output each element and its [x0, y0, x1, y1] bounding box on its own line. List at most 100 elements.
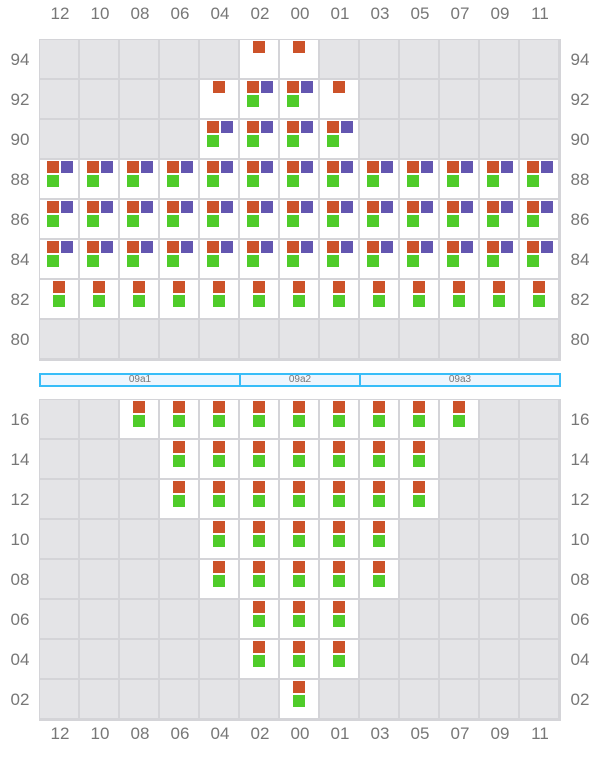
- zone-segment-09a2[interactable]: 09a2: [239, 373, 361, 387]
- seat-cell[interactable]: [360, 240, 398, 278]
- seat-cell[interactable]: [400, 200, 438, 238]
- seat-cell[interactable]: [40, 400, 78, 438]
- seat-cell[interactable]: [80, 120, 118, 158]
- seat-cell[interactable]: [480, 600, 518, 638]
- seat-cell[interactable]: [400, 640, 438, 678]
- seat-cell[interactable]: [40, 680, 78, 718]
- seat-cell[interactable]: [120, 480, 158, 518]
- seat-cell[interactable]: [320, 560, 358, 598]
- seat-cell[interactable]: [80, 240, 118, 278]
- seat-cell[interactable]: [240, 680, 278, 718]
- seat-cell[interactable]: [80, 680, 118, 718]
- seat-cell[interactable]: [200, 480, 238, 518]
- seat-cell[interactable]: [440, 640, 478, 678]
- seat-cell[interactable]: [440, 240, 478, 278]
- seat-cell[interactable]: [240, 480, 278, 518]
- seat-cell[interactable]: [320, 400, 358, 438]
- seat-cell[interactable]: [360, 320, 398, 358]
- seat-cell[interactable]: [120, 640, 158, 678]
- seat-cell[interactable]: [80, 40, 118, 78]
- seat-cell[interactable]: [360, 400, 398, 438]
- seat-cell[interactable]: [400, 520, 438, 558]
- seat-cell[interactable]: [320, 600, 358, 638]
- seat-cell[interactable]: [280, 400, 318, 438]
- seat-cell[interactable]: [520, 200, 558, 238]
- seat-cell[interactable]: [360, 200, 398, 238]
- seat-cell[interactable]: [440, 440, 478, 478]
- seat-cell[interactable]: [80, 440, 118, 478]
- seat-cell[interactable]: [200, 640, 238, 678]
- seat-cell[interactable]: [280, 160, 318, 198]
- seat-cell[interactable]: [240, 560, 278, 598]
- seat-cell[interactable]: [160, 440, 198, 478]
- seat-cell[interactable]: [520, 240, 558, 278]
- seat-cell[interactable]: [280, 40, 318, 78]
- seat-cell[interactable]: [520, 320, 558, 358]
- seat-cell[interactable]: [120, 520, 158, 558]
- seat-cell[interactable]: [240, 640, 278, 678]
- seat-cell[interactable]: [400, 680, 438, 718]
- seat-cell[interactable]: [120, 200, 158, 238]
- seat-cell[interactable]: [120, 280, 158, 318]
- seat-cell[interactable]: [160, 480, 198, 518]
- seat-cell[interactable]: [360, 120, 398, 158]
- seat-cell[interactable]: [320, 120, 358, 158]
- seat-cell[interactable]: [360, 640, 398, 678]
- seat-cell[interactable]: [120, 120, 158, 158]
- seat-cell[interactable]: [200, 440, 238, 478]
- seat-cell[interactable]: [440, 600, 478, 638]
- seat-cell[interactable]: [520, 640, 558, 678]
- seat-cell[interactable]: [160, 600, 198, 638]
- seat-cell[interactable]: [160, 680, 198, 718]
- seat-cell[interactable]: [280, 600, 318, 638]
- seat-cell[interactable]: [40, 280, 78, 318]
- seat-cell[interactable]: [440, 400, 478, 438]
- seat-cell[interactable]: [200, 520, 238, 558]
- seat-cell[interactable]: [360, 680, 398, 718]
- seat-cell[interactable]: [480, 560, 518, 598]
- seat-cell[interactable]: [320, 440, 358, 478]
- seat-cell[interactable]: [360, 560, 398, 598]
- seat-cell[interactable]: [160, 160, 198, 198]
- seat-cell[interactable]: [360, 280, 398, 318]
- seat-cell[interactable]: [280, 240, 318, 278]
- seat-cell[interactable]: [160, 520, 198, 558]
- seat-cell[interactable]: [240, 240, 278, 278]
- seat-cell[interactable]: [440, 320, 478, 358]
- seat-cell[interactable]: [160, 40, 198, 78]
- seat-cell[interactable]: [80, 160, 118, 198]
- seat-cell[interactable]: [120, 320, 158, 358]
- zone-segment-09a3[interactable]: 09a3: [359, 373, 561, 387]
- seat-cell[interactable]: [200, 240, 238, 278]
- seat-cell[interactable]: [120, 160, 158, 198]
- seat-cell[interactable]: [280, 440, 318, 478]
- seat-cell[interactable]: [400, 480, 438, 518]
- seat-cell[interactable]: [480, 120, 518, 158]
- seat-cell[interactable]: [480, 40, 518, 78]
- seat-cell[interactable]: [120, 40, 158, 78]
- seat-cell[interactable]: [520, 480, 558, 518]
- seat-cell[interactable]: [520, 520, 558, 558]
- seat-cell[interactable]: [280, 320, 318, 358]
- seat-cell[interactable]: [520, 400, 558, 438]
- seat-cell[interactable]: [120, 600, 158, 638]
- seat-cell[interactable]: [160, 320, 198, 358]
- seat-cell[interactable]: [520, 120, 558, 158]
- seat-cell[interactable]: [440, 280, 478, 318]
- seat-cell[interactable]: [400, 560, 438, 598]
- seat-cell[interactable]: [80, 80, 118, 118]
- seat-cell[interactable]: [160, 640, 198, 678]
- seat-cell[interactable]: [280, 200, 318, 238]
- seat-cell[interactable]: [400, 440, 438, 478]
- seat-cell[interactable]: [240, 520, 278, 558]
- seat-cell[interactable]: [200, 600, 238, 638]
- seat-cell[interactable]: [200, 320, 238, 358]
- seat-cell[interactable]: [40, 640, 78, 678]
- seat-cell[interactable]: [280, 480, 318, 518]
- seat-cell[interactable]: [200, 680, 238, 718]
- seat-cell[interactable]: [360, 160, 398, 198]
- seat-cell[interactable]: [480, 320, 518, 358]
- seat-cell[interactable]: [440, 80, 478, 118]
- seat-cell[interactable]: [440, 160, 478, 198]
- seat-cell[interactable]: [480, 680, 518, 718]
